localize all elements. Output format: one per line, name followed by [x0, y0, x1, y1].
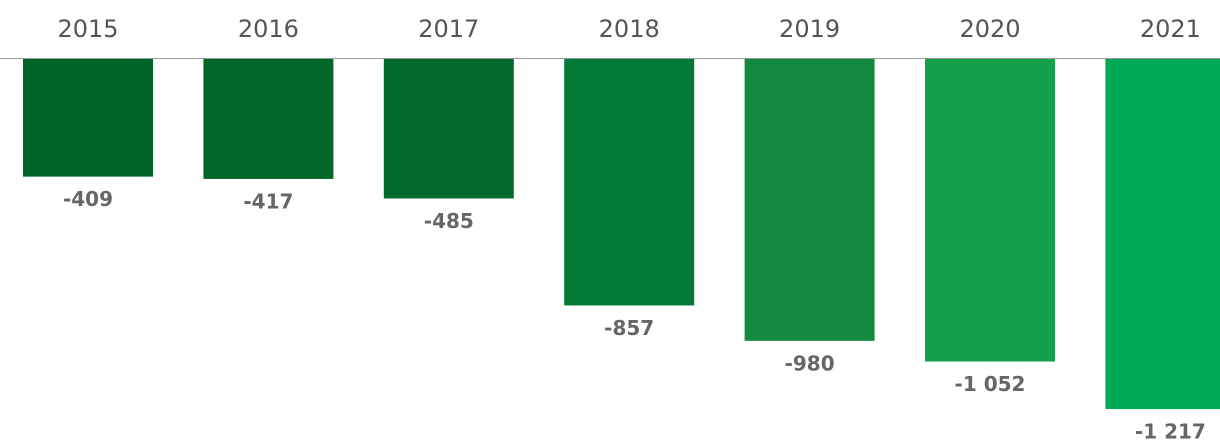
x-tick-label: 2019: [779, 15, 840, 43]
bar: [564, 59, 695, 306]
bar: [744, 59, 875, 341]
bar: [925, 59, 1055, 362]
x-tick-label: 2017: [418, 15, 479, 43]
x-tick-label: 2016: [238, 15, 299, 43]
x-tick-label: 2018: [599, 15, 660, 43]
value-label: -485: [424, 209, 474, 233]
value-label: -857: [604, 316, 654, 340]
value-label: -409: [63, 187, 113, 211]
value-label: -1 217: [1135, 420, 1206, 444]
x-tick-label: 2021: [1140, 15, 1201, 43]
bar: [1105, 59, 1220, 409]
x-tick-label: 2020: [959, 15, 1020, 43]
x-tick-label: 2015: [57, 15, 118, 43]
value-label: -417: [243, 189, 293, 213]
bar: [383, 59, 514, 199]
value-label: -1 052: [955, 372, 1026, 396]
bar: [23, 59, 153, 177]
bar: [203, 59, 334, 179]
value-label: -980: [785, 351, 835, 375]
